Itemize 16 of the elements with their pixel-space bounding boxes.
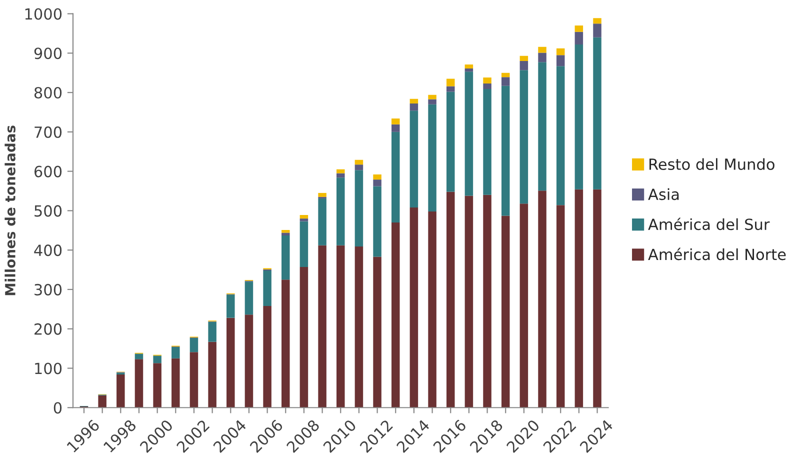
y-tick-label: 0 (54, 402, 62, 414)
y-tick-label: 200 (34, 323, 62, 335)
y-axis-title: Millones de toneladas (4, 126, 16, 296)
legend-label: Asia (648, 188, 679, 200)
legend-label: Resto del Mundo (649, 158, 774, 170)
y-tick-label: 400 (34, 244, 62, 256)
legend-label: América del Norte (648, 248, 786, 260)
y-tick-label: 1000 (25, 8, 62, 20)
y-tick-label: 900 (34, 48, 62, 60)
y-tick-label: 700 (34, 126, 62, 138)
y-tick-label: 300 (34, 284, 62, 296)
y-tick-label: 500 (34, 205, 62, 217)
legend-label: América del Sur (648, 218, 770, 230)
y-tick-label: 800 (34, 86, 62, 99)
y-tick-label: 600 (34, 166, 62, 178)
y-tick-label: 100 (35, 362, 62, 374)
